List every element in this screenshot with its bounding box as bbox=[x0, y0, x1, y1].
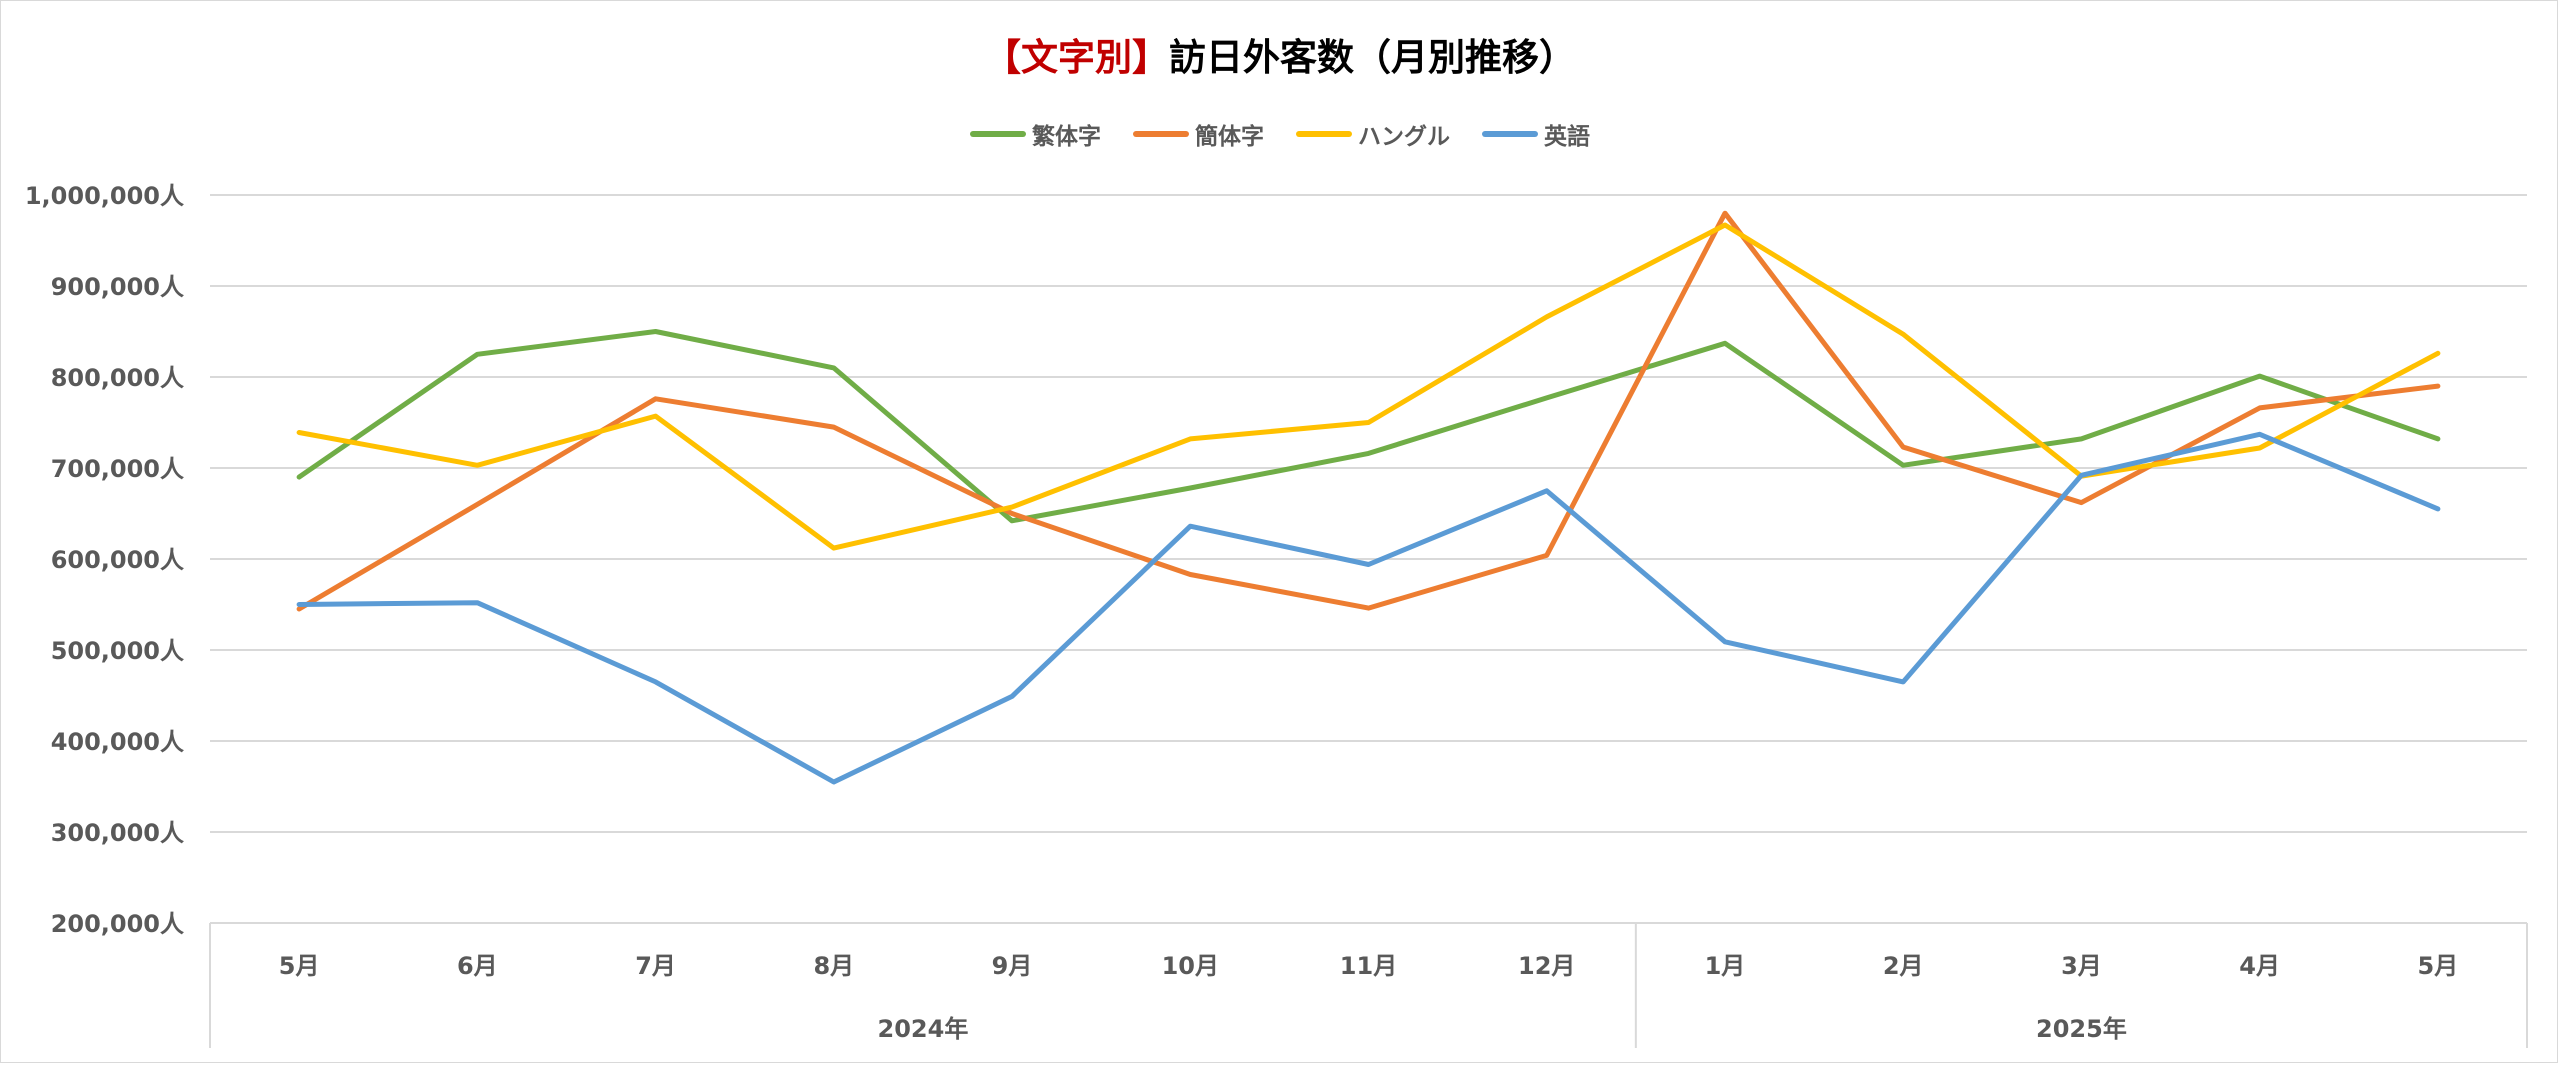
legend-label-2: ハングル bbox=[1358, 124, 1450, 150]
x-group-label: 2025年 bbox=[2036, 1015, 2127, 1043]
legend-label-3: 英語 bbox=[1544, 124, 1590, 150]
y-tick-label: 900,000人 bbox=[51, 273, 184, 301]
legend-label-1: 簡体字 bbox=[1195, 124, 1264, 150]
chart-title: 【文字別】訪日外客数（月別推移） bbox=[0, 30, 2560, 86]
x-tick-label: 3月 bbox=[2061, 952, 2102, 980]
x-tick-label: 11月 bbox=[1340, 952, 1397, 980]
legend-swatch-2 bbox=[1296, 131, 1352, 137]
chart-legend: 繁体字 簡体字 ハングル 英語 bbox=[0, 116, 2560, 152]
series-line-1 bbox=[296, 210, 2441, 612]
x-tick-label: 4月 bbox=[2239, 952, 2280, 980]
y-tick-label: 800,000人 bbox=[51, 364, 184, 392]
legend-item-0: 繁体字 bbox=[970, 117, 1101, 151]
x-tick-label: 7月 bbox=[635, 952, 676, 980]
legend-swatch-1 bbox=[1133, 131, 1189, 137]
x-group-label: 2024年 bbox=[878, 1015, 969, 1043]
y-tick-label: 200,000人 bbox=[51, 910, 184, 938]
x-tick-label: 10月 bbox=[1162, 952, 1219, 980]
y-tick-label: 600,000人 bbox=[51, 546, 184, 574]
chart-title-main: 訪日外客数（月別推移） bbox=[1169, 36, 1576, 79]
y-tick-label: 500,000人 bbox=[51, 637, 184, 665]
x-tick-label: 8月 bbox=[813, 952, 854, 980]
x-tick-label: 5月 bbox=[2418, 952, 2459, 980]
series-line-2 bbox=[296, 222, 2441, 551]
series-line-0 bbox=[296, 329, 2441, 524]
chart-title-bracket: 【文字別】 bbox=[984, 36, 1169, 79]
x-tick-label: 6月 bbox=[457, 952, 498, 980]
legend-item-1: 簡体字 bbox=[1133, 117, 1264, 151]
legend-swatch-3 bbox=[1482, 131, 1538, 137]
x-tick-label: 9月 bbox=[992, 952, 1033, 980]
y-tick-label: 300,000人 bbox=[51, 819, 184, 847]
series-line-3 bbox=[296, 431, 2441, 785]
legend-item-2: ハングル bbox=[1296, 117, 1450, 151]
legend-item-3: 英語 bbox=[1482, 117, 1590, 151]
x-tick-label: 1月 bbox=[1705, 952, 1746, 980]
legend-swatch-0 bbox=[970, 131, 1026, 137]
y-tick-label: 700,000人 bbox=[51, 455, 184, 483]
x-tick-label: 2月 bbox=[1883, 952, 1924, 980]
y-tick-label: 1,000,000人 bbox=[25, 182, 184, 210]
x-tick-label: 12月 bbox=[1518, 952, 1575, 980]
y-tick-label: 400,000人 bbox=[51, 728, 184, 756]
legend-label-0: 繁体字 bbox=[1032, 124, 1101, 150]
x-tick-label: 5月 bbox=[279, 952, 320, 980]
